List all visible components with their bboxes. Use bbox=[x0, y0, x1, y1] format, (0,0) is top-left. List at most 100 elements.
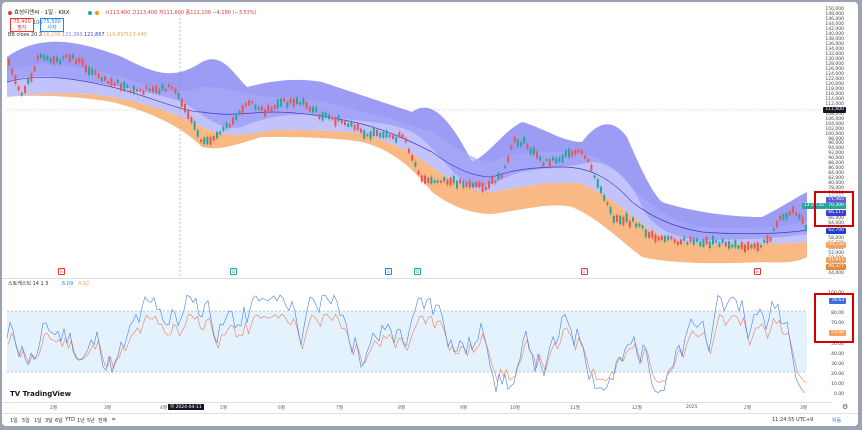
candle-body bbox=[321, 112, 324, 121]
timeframe-6m[interactable]: 6달 bbox=[55, 418, 63, 424]
pane-separator[interactable] bbox=[2, 278, 832, 279]
candle-body bbox=[744, 244, 746, 253]
candle-body bbox=[734, 240, 737, 248]
candle-body bbox=[104, 76, 106, 81]
candle-body bbox=[440, 180, 442, 183]
price-axis-label: 126,000 bbox=[825, 66, 844, 72]
split-marker[interactable]: S bbox=[385, 268, 392, 275]
timeframe-5y[interactable]: 5년 bbox=[87, 418, 95, 424]
candle-body bbox=[315, 107, 318, 112]
candle-body bbox=[36, 55, 39, 61]
earnings-marker[interactable]: E bbox=[581, 268, 588, 275]
timeframe-1y[interactable]: 1년 bbox=[77, 418, 85, 424]
candle-body bbox=[497, 172, 500, 180]
settings-gear-icon[interactable]: ⚙ bbox=[842, 403, 849, 411]
market-open-icon bbox=[88, 11, 92, 15]
footer-clock[interactable]: 11:24:55 UTC+9 bbox=[772, 417, 814, 423]
middle-band-tag: 66,117 bbox=[826, 210, 846, 216]
candle-body bbox=[248, 100, 250, 106]
timeframe-all[interactable]: 전체 bbox=[98, 418, 108, 424]
timeframe-5d[interactable]: 5일 bbox=[22, 418, 30, 424]
low-tag-3: 48,377 bbox=[826, 264, 846, 270]
candle-body bbox=[158, 89, 161, 94]
stoch-label[interactable]: 스토캐스틱 14 1 3 bbox=[8, 281, 49, 287]
earnings-marker[interactable]: E bbox=[754, 268, 761, 275]
candle-body bbox=[228, 124, 231, 128]
price-axis-label: 150,000 bbox=[825, 7, 844, 12]
candle-body bbox=[715, 240, 718, 243]
symbol-title[interactable]: 효성티앤씨 · 1일 · KRX bbox=[14, 10, 70, 16]
candle-body bbox=[88, 66, 90, 76]
candle-body bbox=[30, 73, 33, 82]
candle-body bbox=[382, 131, 385, 138]
date-range-icon[interactable]: ⌗ bbox=[112, 416, 116, 423]
candle-body bbox=[609, 207, 612, 214]
price-chart[interactable] bbox=[2, 2, 832, 277]
candle-body bbox=[219, 131, 222, 135]
buy-label: 사자 bbox=[47, 25, 57, 31]
candle-body bbox=[206, 136, 209, 145]
price-axis-label: 146,000 bbox=[825, 16, 844, 22]
candle-body bbox=[616, 215, 618, 222]
candle-body bbox=[635, 223, 638, 228]
candle-body bbox=[427, 177, 430, 183]
candle-body bbox=[110, 77, 113, 86]
candle-body bbox=[667, 235, 670, 241]
price-axis-label: 98,000 bbox=[828, 136, 844, 142]
month-label: 4월 bbox=[160, 406, 168, 411]
candle-body bbox=[641, 225, 644, 229]
candle-body bbox=[561, 154, 564, 163]
candle-body bbox=[334, 117, 337, 127]
sell-button[interactable]: 75,400 팔자 bbox=[10, 18, 34, 32]
price-axis-label: 104,000 bbox=[825, 121, 844, 127]
timeframe-1d[interactable]: 1일 bbox=[10, 418, 18, 424]
earnings-marker[interactable]: E bbox=[58, 268, 65, 275]
bb-indicator-label[interactable]: BB close 20 2 bbox=[8, 32, 43, 38]
dividend-marker[interactable]: D bbox=[230, 268, 237, 275]
bb-value-2: 121,363 bbox=[62, 32, 83, 38]
candle-body bbox=[296, 97, 298, 105]
stoch-axis-label: 50.00 bbox=[831, 341, 844, 347]
price-axis-label: 142,000 bbox=[825, 26, 844, 32]
candle-body bbox=[238, 110, 241, 115]
highlight-box-stoch bbox=[814, 293, 854, 343]
candle-body bbox=[276, 99, 279, 109]
dividend-marker[interactable]: D bbox=[414, 268, 421, 275]
candle-body bbox=[148, 88, 151, 92]
low-tag-1: 56,750 bbox=[826, 242, 846, 248]
candle-body bbox=[388, 134, 391, 138]
candle-body bbox=[689, 236, 692, 242]
alert-dot-icon bbox=[95, 11, 99, 15]
stochastic-chart[interactable] bbox=[2, 2, 832, 402]
candle-body bbox=[404, 138, 407, 143]
month-label: 2025 bbox=[686, 405, 698, 410]
buy-button[interactable]: 75,500 사자 bbox=[40, 18, 64, 32]
candle-body bbox=[366, 134, 369, 137]
candle-body bbox=[420, 175, 423, 182]
candle-body bbox=[747, 241, 750, 250]
timeframe-1m[interactable]: 1달 bbox=[34, 418, 42, 424]
current-price-tag: 111,600 bbox=[823, 107, 846, 113]
time-axis[interactable] bbox=[2, 402, 832, 413]
candle-body bbox=[696, 238, 698, 242]
candle-body bbox=[465, 182, 468, 187]
candle-body bbox=[132, 85, 135, 94]
bb-value-3: 121,867 bbox=[84, 32, 105, 38]
candle-body bbox=[555, 157, 558, 164]
price-axis-label: 100,000 bbox=[825, 131, 844, 137]
timeframe-ytd[interactable]: YTD bbox=[65, 417, 75, 423]
candle-body bbox=[600, 186, 602, 194]
candle-body bbox=[257, 107, 260, 110]
candle-body bbox=[193, 121, 196, 130]
ohlc-readout: 시113,400 고113,400 저111,600 종111,100 −4,1… bbox=[105, 10, 257, 16]
price-axis-label: 124,000 bbox=[825, 71, 844, 77]
price-axis-label: 78,000 bbox=[828, 186, 844, 192]
candle-body bbox=[664, 235, 666, 242]
middle-band-line bbox=[6, 76, 808, 235]
auto-scale-toggle[interactable]: 자동 bbox=[832, 418, 842, 424]
tradingview-logo[interactable]: 𝗧𝗩 TradingView bbox=[10, 390, 71, 398]
candle-body bbox=[523, 136, 526, 144]
candle-body bbox=[379, 132, 382, 138]
timeframe-3m[interactable]: 3달 bbox=[45, 418, 53, 424]
price-axis-label: 90,000 bbox=[828, 156, 844, 162]
